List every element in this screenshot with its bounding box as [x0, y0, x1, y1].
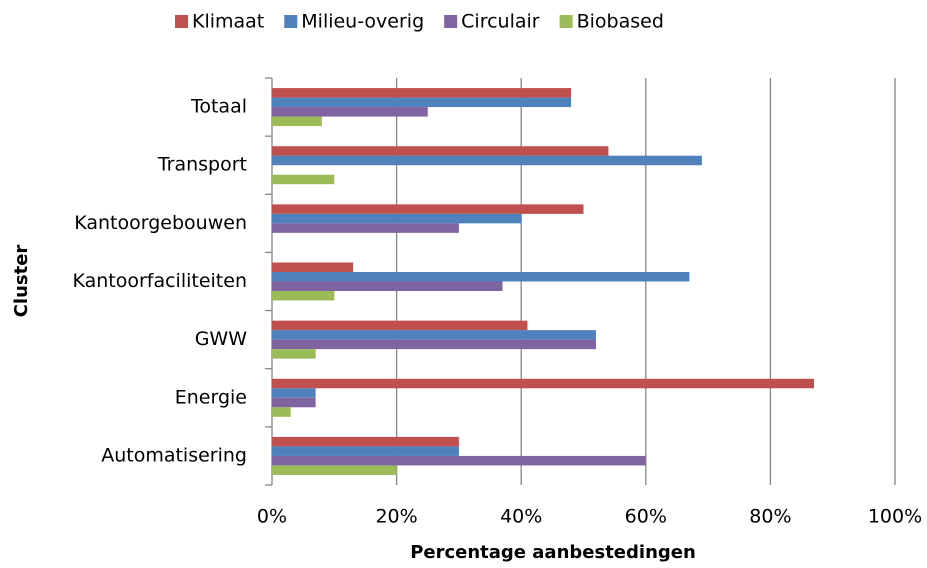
x-tick-label: 60% — [625, 506, 667, 528]
legend-swatch — [175, 15, 188, 28]
bar — [272, 146, 609, 156]
y-axis-title: Cluster — [11, 245, 32, 318]
y-tick-label: Automatisering — [101, 444, 247, 466]
y-tick-label: Kantoorgebouwen — [74, 212, 247, 234]
bar — [272, 223, 459, 233]
legend-swatch — [559, 15, 573, 28]
legend-label: Klimaat — [192, 11, 264, 33]
bar — [272, 262, 353, 272]
y-tick-label: GWW — [195, 328, 248, 350]
bar — [272, 281, 503, 291]
y-tick-label: Totaal — [190, 96, 247, 118]
bar — [272, 291, 335, 301]
bar — [272, 213, 522, 224]
y-tick-label: Kantoorfaciliteiten — [72, 270, 247, 292]
bar — [272, 174, 335, 185]
bar — [272, 455, 646, 466]
bar — [272, 97, 572, 108]
legend-label: Biobased — [577, 11, 664, 33]
legend-swatch — [444, 15, 458, 28]
bar — [272, 155, 702, 166]
bar — [272, 272, 690, 282]
x-tick-label: 20% — [375, 506, 417, 528]
x-tick-label: 100% — [868, 506, 922, 528]
bar — [272, 116, 322, 127]
x-tick-label: 40% — [500, 506, 542, 528]
bar — [272, 320, 528, 331]
x-tick-label: 80% — [749, 506, 791, 528]
legend-label: Milieu-overig — [301, 11, 424, 33]
bar — [272, 88, 572, 98]
bar — [272, 330, 596, 340]
legend-swatch — [284, 15, 298, 28]
bar — [272, 204, 584, 214]
bar — [272, 397, 316, 408]
bar — [272, 107, 428, 117]
bar — [272, 407, 291, 417]
bar — [272, 349, 316, 359]
y-tick-label: Energie — [175, 386, 247, 408]
x-tick-label: 0% — [257, 506, 287, 528]
legend-label: Circulair — [461, 11, 540, 33]
bar — [272, 465, 397, 475]
bar — [272, 378, 815, 389]
bar — [272, 446, 459, 456]
bar — [272, 388, 316, 398]
bar — [272, 339, 596, 350]
bar — [272, 436, 459, 447]
x-axis-title: Percentage aanbestedingen — [410, 542, 696, 563]
y-tick-label: Transport — [157, 154, 247, 176]
